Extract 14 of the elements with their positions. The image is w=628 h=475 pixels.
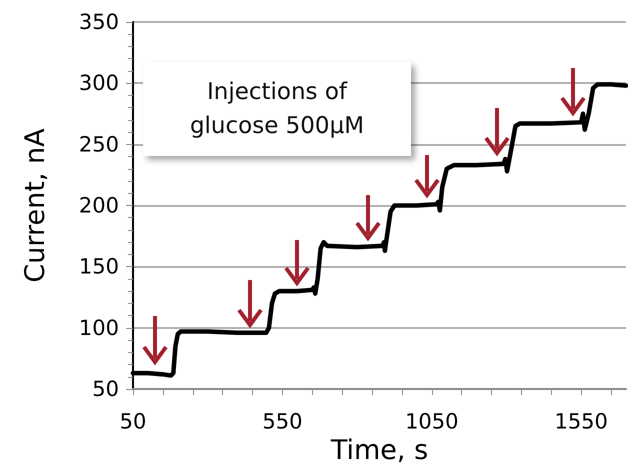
y-tick-label: 100 bbox=[78, 316, 119, 340]
x-tick-label: 550 bbox=[262, 410, 302, 434]
y-tick-label: 50 bbox=[92, 377, 119, 401]
y-tick-label: 150 bbox=[78, 254, 119, 279]
x-tick-label: 1550 bbox=[554, 410, 608, 434]
y-axis-title: Current, nA bbox=[20, 128, 51, 283]
note-box: Injections of glucose 500µM bbox=[143, 62, 411, 156]
x-tick-label: 1050 bbox=[405, 410, 459, 434]
x-tick-label: 50 bbox=[120, 410, 146, 434]
y-tick-label: 250 bbox=[78, 132, 119, 156]
y-tick-label: 300 bbox=[78, 71, 119, 96]
y-tick-label: 200 bbox=[78, 194, 119, 218]
y-tick-label: 350 bbox=[78, 10, 119, 34]
x-axis-title: Time, s bbox=[330, 434, 428, 466]
